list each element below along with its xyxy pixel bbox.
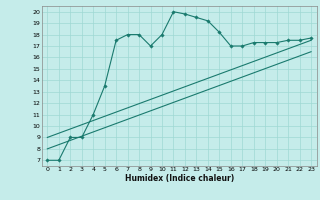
X-axis label: Humidex (Indice chaleur): Humidex (Indice chaleur) (124, 174, 234, 183)
